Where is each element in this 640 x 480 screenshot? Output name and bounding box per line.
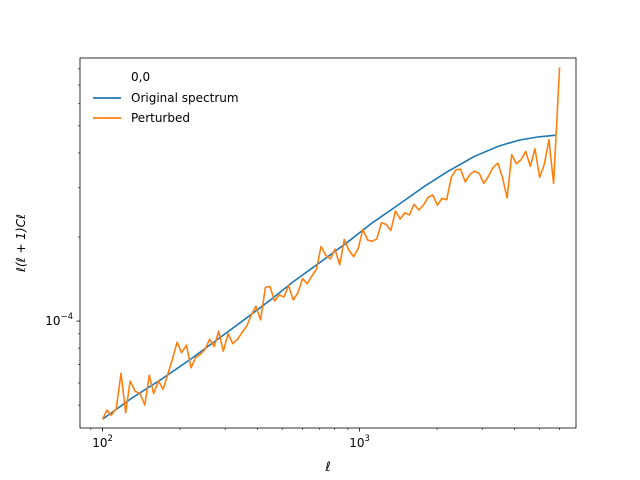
legend-label-perturbed: Perturbed [131,111,190,125]
x-axis: 102 103 [90,428,560,450]
y-axis: 10−4 [45,68,80,406]
legend: 0,0 Original spectrum Perturbed [93,70,239,125]
y-axis-label: ℓ(ℓ + 1)Cℓ [14,214,28,273]
axes-frame [79,57,577,429]
x-axis-label: ℓ [324,460,330,475]
series-line-perturbed [101,67,561,420]
x-tick-label: 102 [92,434,113,450]
legend-label-original: Original spectrum [131,91,239,105]
series-line-original-spectrum [102,134,556,420]
x-tick-label: 103 [349,434,370,450]
plot-area [101,67,561,420]
legend-title: 0,0 [131,70,150,84]
y-tick-label: 10−4 [45,312,73,328]
